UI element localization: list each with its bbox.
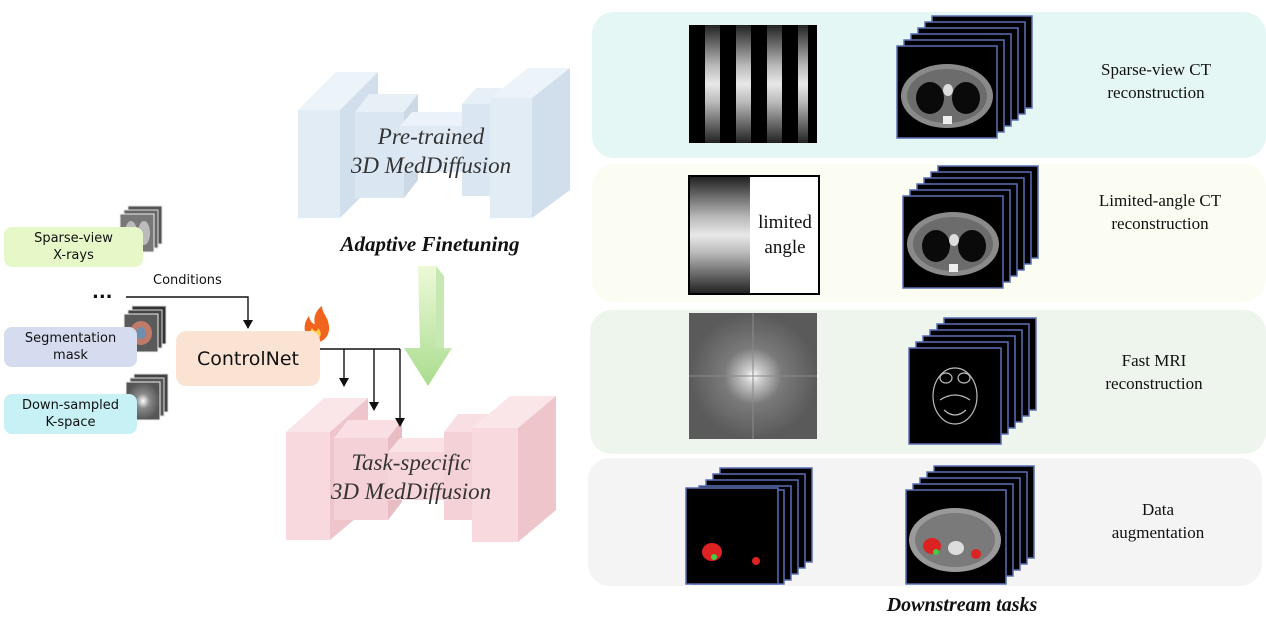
task-label-limited-ct: Limited-angle CT reconstruction [1060,189,1260,235]
sparse-sinogram-image [689,25,817,143]
input-segmentation-mask: Segmentation mask [4,327,137,367]
input-label-line1: Down-sampled [21,398,120,413]
segmentation-stack-thumbnail [123,305,167,353]
input-label-line2: K-space [45,415,96,430]
taskspecific-line2: 3D MedDiffusion [330,479,492,504]
limited-angle-line1: limited [758,212,812,233]
pretrained-unet-block [298,68,570,218]
mri-brain-slice [932,367,978,425]
downstream-tasks-label: Downstream tasks [886,594,1038,616]
pretrained-line2: 3D MedDiffusion [350,153,512,178]
conditions-label: Conditions [153,273,222,288]
ct-slice-chest-1 [901,64,993,128]
taskspecific-unet-block [286,396,556,542]
task-label-line2: reconstruction [1111,214,1209,233]
task-label-line1: Fast MRI [1121,351,1187,370]
mask-volume-stack [685,467,813,585]
taskspecific-line1: Task-specific [351,450,471,475]
controlnet-box: ControlNet [176,331,320,386]
task-label-line1: Sparse-view CT [1100,60,1211,79]
arrowhead-1 [339,378,349,387]
task-label-line2: reconstruction [1107,83,1205,102]
mri-volume-stack [908,317,1037,445]
limited-angle-line2: angle [764,237,806,258]
task-label-line1: Data [1141,500,1175,519]
ellipsis-text: ... [92,282,113,303]
task-label-sparse-ct: Sparse-view CT reconstruction [1056,58,1256,104]
taskspecific-label: Task-specific 3D MedDiffusion [296,448,526,506]
input-label-line2: X-rays [53,248,94,263]
pretrained-label: Pre-trained 3D MedDiffusion [316,122,546,180]
conditions-arrowhead [243,320,253,329]
arrowhead-3 [395,418,405,427]
input-label-line2: mask [53,348,88,363]
task-label-line2: augmentation [1111,523,1205,542]
conditions-arrow [126,296,249,322]
limited-angle-sinogram-image [688,175,820,295]
ct-slice-chest-2 [907,212,999,276]
adaptive-finetuning-label: Adaptive Finetuning [340,232,520,256]
task-label-line2: reconstruction [1105,374,1203,393]
kspace-image [689,313,817,439]
abdomen-ct-slice [909,508,1001,572]
limited-angle-text: limited angle [751,210,819,260]
task-label-fast-mri: Fast MRI reconstruction [1054,349,1254,395]
controlnet-output-arrows [320,348,401,420]
tumor-mask [702,543,760,565]
arrowhead-2 [369,402,379,411]
pretrained-line1: Pre-trained [377,124,485,149]
controlnet-label: ControlNet [196,347,300,370]
input-label-line1: Segmentation [24,331,117,346]
kspace-stack-thumbnail [125,373,169,421]
task-label-augmentation: Data augmentation [1058,498,1258,544]
task-label-line1: Limited-angle CT [1098,191,1222,210]
finetuning-arrow [404,266,452,386]
input-downsampled-kspace: Down-sampled K-space [4,394,137,434]
input-sparse-view-xrays: Sparse-view X-rays [4,227,143,267]
input-label-line1: Sparse-view [34,231,113,246]
